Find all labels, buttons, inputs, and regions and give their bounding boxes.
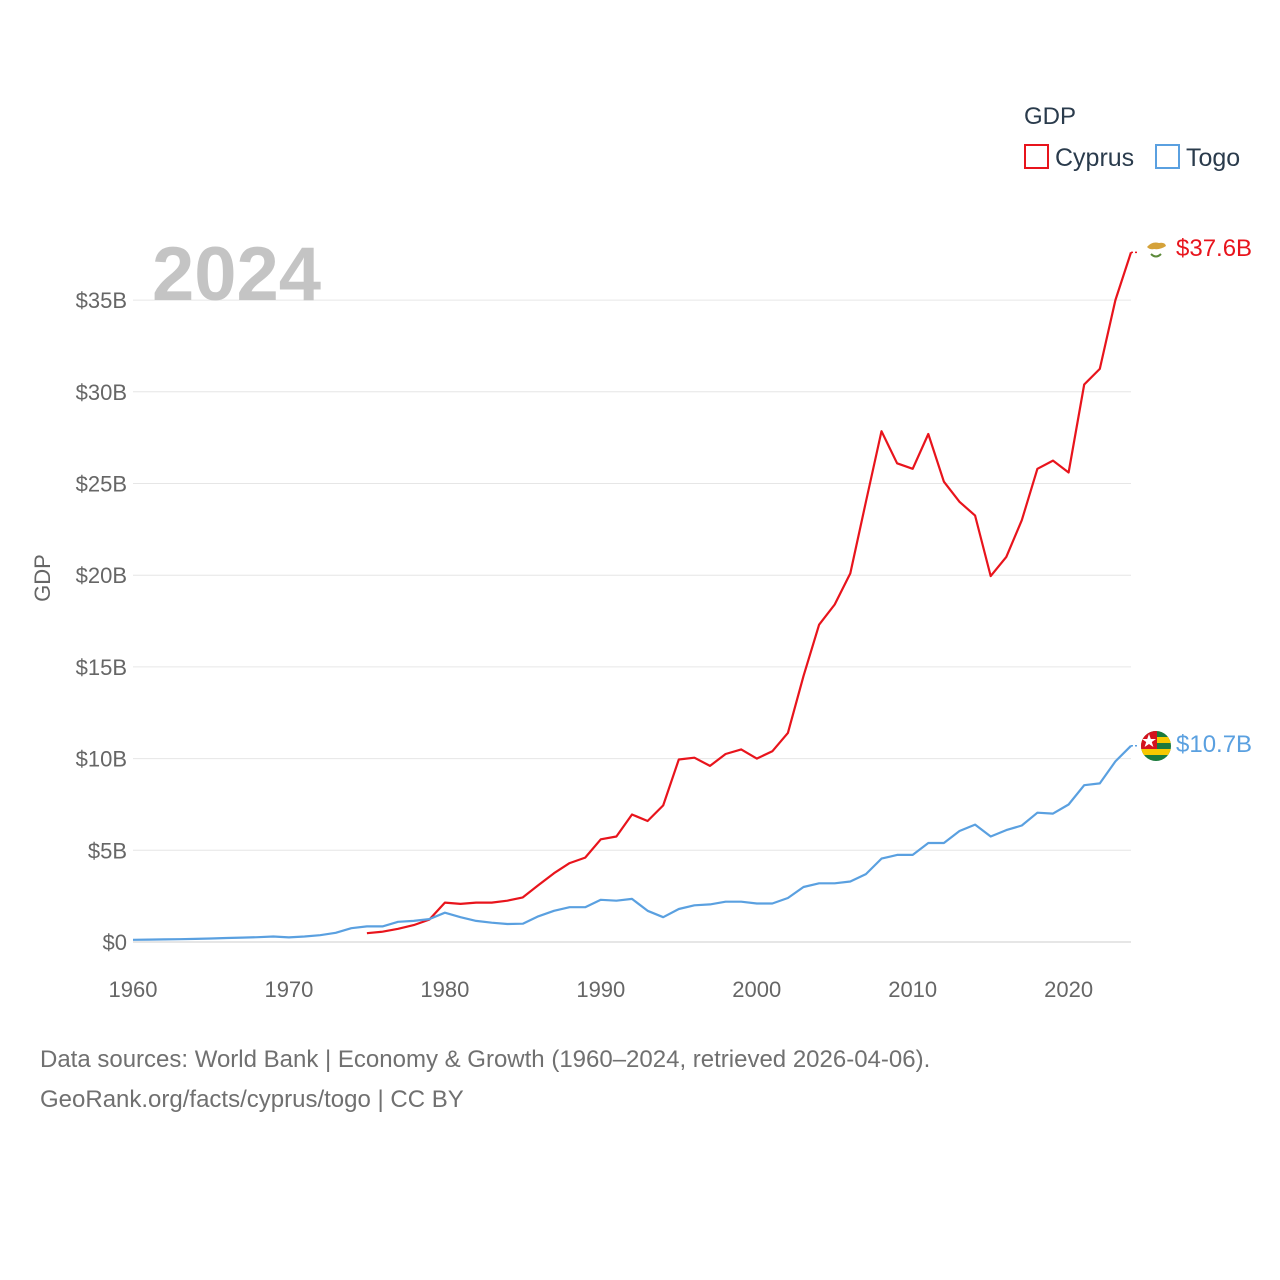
source-line-2[interactable]: GeoRank.org/facts/cyprus/togo | CC BY (40, 1086, 464, 1113)
y-tick-label: $5B (88, 838, 127, 863)
y-tick-label: $25B (76, 472, 127, 497)
x-tick-label: 2010 (888, 977, 937, 1002)
y-tick-label: $30B (76, 380, 127, 405)
legend-item-togo[interactable]: Togo (1155, 144, 1240, 172)
series-line-cyprus[interactable] (366, 252, 1133, 935)
end-value-label-togo: $10.7B (1176, 731, 1252, 758)
x-tick-label: 2020 (1044, 977, 1093, 1002)
series-lines (132, 251, 1139, 941)
y-axis-ticks: $0 $5B $10B $15B $20B $25B $30B $35B (76, 288, 127, 955)
x-tick-label: 1970 (264, 977, 313, 1002)
legend-swatch-cyprus (1024, 144, 1049, 169)
x-tick-label: 1990 (576, 977, 625, 1002)
gridlines (133, 299, 1131, 943)
legend[interactable]: GDP Cyprus Togo (1024, 103, 1240, 172)
gdp-line-chart: $0$5B$10B$15B$20B$25B$30B$35B 1960 1970 19… (30, 103, 1252, 1002)
legend-label-cyprus: Cyprus (1055, 144, 1134, 172)
y-tick-label: $15B (76, 655, 127, 680)
y-tick-label: $35B (76, 288, 127, 313)
x-tick-label: 1960 (109, 977, 158, 1002)
togo-flag-icon (1141, 731, 1171, 761)
source-line-1: Data sources: World Bank | Economy & Gro… (40, 1046, 931, 1073)
legend-swatch-togo (1155, 144, 1180, 169)
legend-item-cyprus[interactable]: Cyprus (1024, 144, 1134, 172)
end-value-label-cyprus: $37.6B (1176, 235, 1252, 262)
x-tick-label: 2000 (732, 977, 781, 1002)
x-axis-ticks: 1960 1970 1980 1990 2000 2010 2020 (109, 977, 1094, 1002)
y-tick-label: $20B (76, 563, 127, 588)
year-label: 2024 (152, 232, 321, 317)
y-axis-title: GDP (30, 554, 55, 602)
series-line-togo[interactable] (132, 745, 1132, 941)
y-tick-label: $10B (76, 747, 127, 772)
legend-title: GDP (1024, 103, 1076, 130)
source-note: Data sources: World Bank | Economy & Gro… (40, 1040, 1240, 1120)
y-tick-label: $0 (103, 930, 127, 955)
x-tick-label: 1980 (420, 977, 469, 1002)
cyprus-flag-icon (1142, 235, 1170, 263)
legend-label-togo: Togo (1186, 144, 1240, 172)
